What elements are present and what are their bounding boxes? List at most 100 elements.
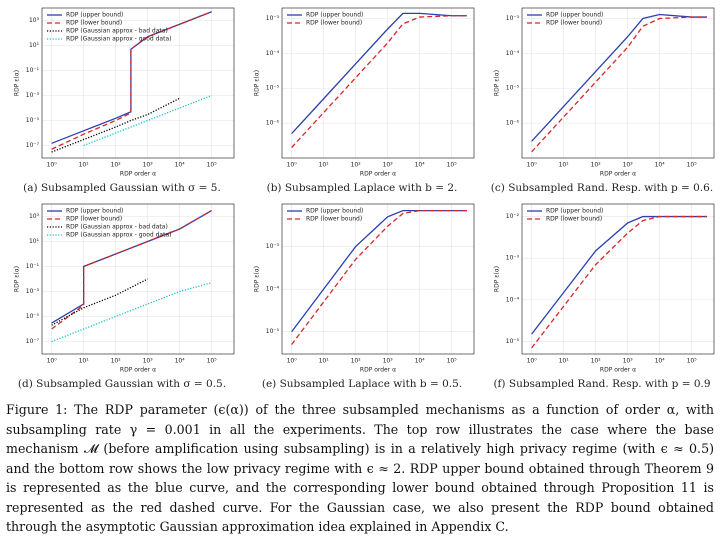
y-tick-label: 10⁻⁴ bbox=[266, 50, 280, 57]
x-tick-label: 10¹ bbox=[559, 162, 570, 169]
legend-label: RDP (Gaussian approx - bad data) bbox=[66, 28, 168, 35]
x-tick-label: 10¹ bbox=[559, 358, 570, 365]
series-line bbox=[291, 209, 467, 345]
plot-frame bbox=[521, 203, 715, 355]
series-line bbox=[531, 215, 707, 335]
y-tick-label: 10⁻⁷ bbox=[26, 142, 40, 149]
y-tick-label: 10⁻³ bbox=[506, 15, 520, 22]
series-line bbox=[291, 209, 467, 333]
series-line bbox=[531, 215, 707, 349]
x-tick-label: 10² bbox=[591, 162, 602, 169]
y-tick-label: 10⁻² bbox=[506, 213, 520, 220]
figure-caption: Figure 1: The RDP parameter (ϵ(α)) of th… bbox=[6, 402, 714, 534]
legend-label: RDP (lower bound) bbox=[66, 20, 122, 27]
x-tick-label: 10² bbox=[351, 358, 362, 365]
legend-label: RDP (upper bound) bbox=[306, 208, 363, 215]
x-tick-label: 10² bbox=[111, 358, 122, 365]
x-tick-label: 10⁰ bbox=[47, 358, 58, 365]
legend-label: RDP (upper bound) bbox=[66, 208, 123, 215]
x-tick-label: 10⁵ bbox=[207, 162, 218, 169]
subfigure-caption: (e) Subsampled Laplace with b = 0.5. bbox=[262, 378, 462, 390]
x-tick-label: 10³ bbox=[383, 358, 394, 365]
legend-label: RDP (upper bound) bbox=[546, 208, 603, 215]
subfigure-caption: (f) Subsampled Rand. Resp. with p = 0.9 bbox=[493, 378, 710, 390]
y-tick-label: 10⁻⁴ bbox=[266, 286, 280, 293]
x-tick-label: 10⁰ bbox=[527, 358, 538, 365]
x-tick-label: 10⁵ bbox=[687, 358, 698, 365]
legend-label: RDP (Gaussian approx - bad data) bbox=[66, 224, 168, 231]
y-tick-label: 10⁻⁵ bbox=[26, 117, 40, 124]
x-tick-label: 10¹ bbox=[319, 358, 330, 365]
y-axis-label: RDP ε(α) bbox=[494, 70, 501, 96]
y-tick-label: 10¹ bbox=[29, 238, 40, 245]
x-tick-label: 10⁰ bbox=[287, 162, 298, 169]
plot-frame bbox=[281, 7, 475, 159]
y-tick-label: 10⁻⁷ bbox=[26, 338, 40, 345]
plot-frame bbox=[281, 203, 475, 355]
y-axis-label: RDP ε(α) bbox=[494, 266, 501, 292]
x-tick-label: 10⁴ bbox=[175, 358, 186, 365]
x-tick-label: 10³ bbox=[383, 162, 394, 169]
subfigure-caption: (a) Subsampled Gaussian with σ = 5. bbox=[23, 182, 221, 194]
y-tick-label: 10³ bbox=[29, 213, 40, 220]
legend-label: RDP (lower bound) bbox=[546, 216, 602, 223]
y-axis-label: RDP ε(α) bbox=[14, 70, 21, 96]
series-line bbox=[531, 16, 707, 153]
x-axis-label: RDP order α bbox=[600, 171, 636, 178]
y-tick-label: 10⁻⁶ bbox=[506, 120, 520, 127]
plot-frame bbox=[41, 203, 235, 355]
legend-label: RDP (lower bound) bbox=[306, 20, 362, 27]
y-tick-label: 10⁻⁵ bbox=[506, 85, 520, 92]
subfigure-caption: (d) Subsampled Gaussian with σ = 0.5. bbox=[18, 378, 226, 390]
y-axis-label: RDP ε(α) bbox=[254, 266, 261, 292]
x-tick-label: 10² bbox=[111, 162, 122, 169]
x-axis-label: RDP order α bbox=[360, 367, 396, 374]
x-tick-label: 10⁰ bbox=[47, 162, 58, 169]
x-tick-label: 10³ bbox=[143, 358, 154, 365]
y-tick-label: 10³ bbox=[29, 17, 40, 24]
series-line bbox=[51, 97, 180, 153]
y-tick-label: 10⁻⁵ bbox=[26, 313, 40, 320]
figure: 10⁰ 10¹ 10² 10³ 10⁴ 10⁵ 10⁻⁷ 10⁻⁵ 10⁻³ 10⁻¹ 10¹ 10³… bbox=[14, 7, 715, 390]
legend-label: RDP (lower bound) bbox=[306, 216, 362, 223]
series-line bbox=[291, 15, 467, 148]
series-line bbox=[51, 11, 212, 150]
x-tick-label: 10³ bbox=[143, 162, 154, 169]
series-line bbox=[51, 209, 212, 330]
x-tick-label: 10⁰ bbox=[287, 358, 298, 365]
x-axis-label: RDP order α bbox=[600, 367, 636, 374]
y-tick-label: 10¹ bbox=[29, 42, 40, 49]
legend-label: RDP (Gaussian approx - good data) bbox=[66, 232, 171, 239]
legend-label: RDP (Gaussian approx - good data) bbox=[66, 36, 171, 43]
series-line bbox=[51, 278, 148, 326]
legend-label: RDP (lower bound) bbox=[66, 216, 122, 223]
x-tick-label: 10⁴ bbox=[655, 358, 666, 365]
x-tick-label: 10¹ bbox=[319, 162, 330, 169]
x-tick-label: 10⁴ bbox=[415, 358, 426, 365]
subfigure-caption: (b) Subsampled Laplace with b = 2. bbox=[267, 182, 458, 194]
plot-frame bbox=[41, 7, 235, 159]
y-axis-label: RDP ε(α) bbox=[254, 70, 261, 96]
y-tick-label: 10⁻⁵ bbox=[506, 338, 520, 345]
y-tick-label: 10⁻³ bbox=[266, 243, 280, 250]
legend-label: RDP (upper bound) bbox=[306, 12, 363, 19]
series-line bbox=[51, 282, 212, 343]
x-tick-label: 10⁴ bbox=[415, 162, 426, 169]
x-tick-label: 10⁵ bbox=[447, 162, 458, 169]
x-axis-label: RDP order α bbox=[120, 367, 156, 374]
series-line bbox=[291, 12, 467, 135]
x-tick-label: 10² bbox=[351, 162, 362, 169]
y-tick-label: 10⁻⁶ bbox=[266, 120, 280, 127]
x-tick-label: 10⁴ bbox=[175, 162, 186, 169]
legend-label: RDP (upper bound) bbox=[66, 12, 123, 19]
x-tick-label: 10⁵ bbox=[447, 358, 458, 365]
y-tick-label: 10⁻³ bbox=[26, 288, 40, 295]
x-tick-label: 10⁰ bbox=[527, 162, 538, 169]
x-tick-label: 10¹ bbox=[79, 162, 90, 169]
y-tick-label: 10⁻⁵ bbox=[266, 85, 280, 92]
y-tick-label: 10⁻³ bbox=[26, 92, 40, 99]
x-tick-label: 10² bbox=[591, 358, 602, 365]
plot-frame bbox=[521, 7, 715, 159]
y-tick-label: 10⁻⁴ bbox=[506, 50, 520, 57]
x-tick-label: 10¹ bbox=[79, 358, 90, 365]
